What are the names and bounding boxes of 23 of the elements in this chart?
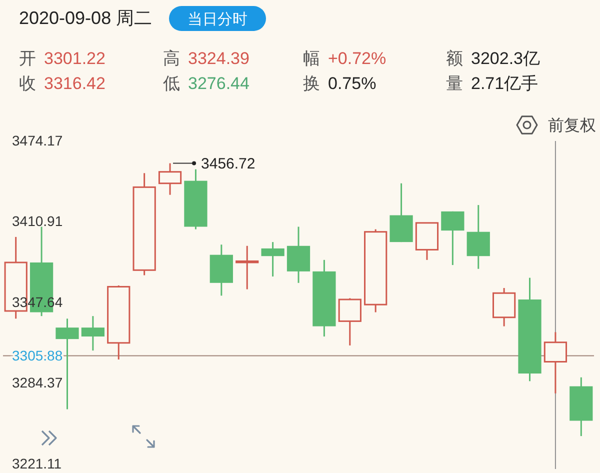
text: 收 3316.42 [19, 74, 106, 93]
text: 额 3202.3亿 [446, 49, 540, 68]
candlestick [544, 331, 568, 394]
y-tick-label: 3221.11 [12, 455, 62, 472]
chart-title: 2020-09-08 周二 [19, 8, 152, 28]
text: 高 3324.39 [163, 49, 250, 68]
text: 幅 +0.72% [303, 49, 386, 68]
text: 低 3276.44 [163, 74, 250, 93]
text: 换 0.75% [303, 74, 376, 93]
text: 开 3301.22 [19, 49, 106, 68]
candlestick [261, 241, 284, 278]
y-tick-label: 3474.17 [12, 132, 63, 148]
candlestick [81, 315, 104, 352]
text: 当日分时 [188, 10, 248, 28]
candlestick [441, 210, 464, 266]
annotation: 3456.72 [201, 156, 256, 173]
candlestick [158, 162, 182, 196]
y-tick-label: 3284.37 [12, 374, 63, 391]
candlestick [236, 245, 259, 290]
candlestick [338, 297, 362, 346]
y-tick-label: 3410.91 [12, 213, 63, 230]
text: 前复权 [548, 116, 596, 135]
text: 量 2.71亿手 [446, 74, 538, 93]
